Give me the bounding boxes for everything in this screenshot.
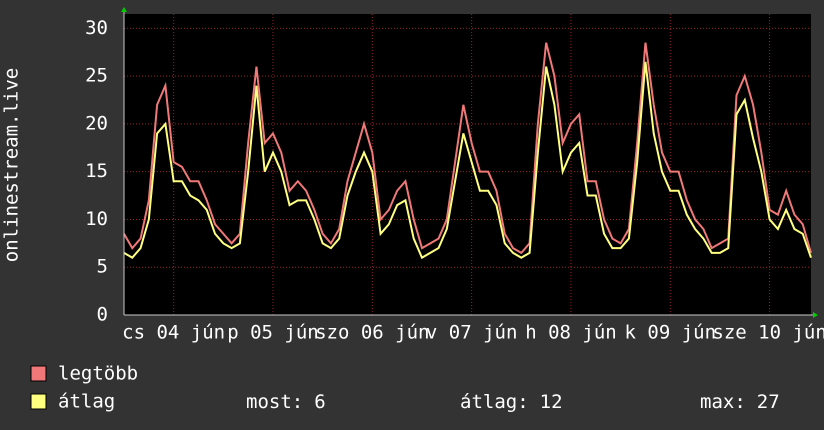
x-tick-label: v 07 jún <box>426 322 518 344</box>
plot-area <box>124 14 811 315</box>
legend-label: legtöbb <box>58 363 138 385</box>
x-arrow <box>813 312 818 318</box>
y-tick-label: 15 <box>85 160 108 182</box>
legend-label: átlag <box>58 391 115 413</box>
y-axis-label: onlinestream.live <box>1 68 23 262</box>
stat-value: 12 <box>540 391 563 413</box>
legend-swatch <box>30 365 47 382</box>
y-tick-label: 5 <box>97 256 108 278</box>
stat-label: átlag: <box>460 391 529 413</box>
y-arrow <box>121 7 127 12</box>
legend-stat: átlag: 12 <box>460 391 563 413</box>
y-tick-label: 30 <box>85 17 108 39</box>
legend-stat: max: 27 <box>700 391 780 413</box>
stat-label: max: <box>700 391 746 413</box>
y-tick-label: 20 <box>85 112 108 134</box>
y-tick-label: 10 <box>85 208 108 230</box>
legend-swatch <box>30 393 47 410</box>
x-tick-label: sze 10 jún <box>712 322 824 344</box>
stat-value: 6 <box>314 391 325 413</box>
x-tick-label: h 08 jún <box>525 322 617 344</box>
x-tick-label: cs 04 jún <box>122 322 225 344</box>
stat-label: most: <box>246 391 303 413</box>
series-line <box>123 61 812 260</box>
y-tick-label: 0 <box>97 304 108 326</box>
x-tick-label: k 09 jún <box>625 322 717 344</box>
x-tick-label: p 05 jún <box>227 322 319 344</box>
legend-stat: most: 6 <box>246 391 326 413</box>
legend: legtöbb átlag most: 6 átlag: 12 max: 27 <box>30 363 780 413</box>
lines <box>123 42 812 260</box>
series-line <box>123 42 812 255</box>
stat-value: 27 <box>757 391 780 413</box>
x-tick-label: szo 06 jún <box>315 322 429 344</box>
y-tick-label: 25 <box>85 65 108 87</box>
